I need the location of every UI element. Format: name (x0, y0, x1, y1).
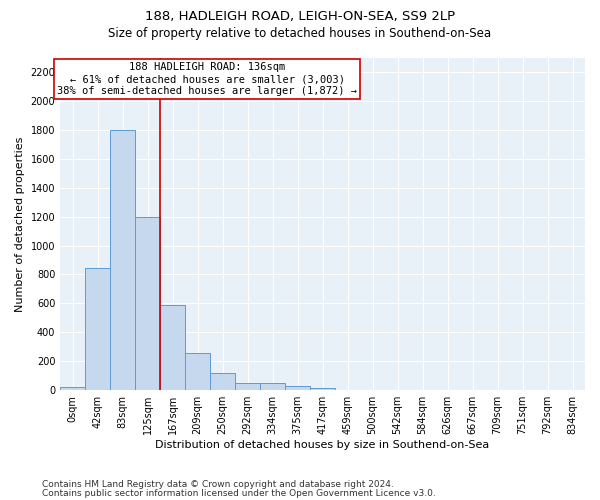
X-axis label: Distribution of detached houses by size in Southend-on-Sea: Distribution of detached houses by size … (155, 440, 490, 450)
Bar (260, 384, 285, 390)
Bar (285, 386, 310, 390)
Bar (310, 388, 335, 390)
Bar (135, 216, 160, 390)
Bar (210, 373, 235, 390)
Text: 188 HADLEIGH ROAD: 136sqm
← 61% of detached houses are smaller (3,003)
38% of se: 188 HADLEIGH ROAD: 136sqm ← 61% of detac… (57, 62, 357, 96)
Bar (235, 384, 260, 390)
Bar (160, 305, 185, 390)
Text: Size of property relative to detached houses in Southend-on-Sea: Size of property relative to detached ho… (109, 28, 491, 40)
Y-axis label: Number of detached properties: Number of detached properties (15, 136, 25, 312)
Bar (110, 130, 135, 390)
Text: Contains public sector information licensed under the Open Government Licence v3: Contains public sector information licen… (42, 488, 436, 498)
Bar (60, 386, 85, 390)
Bar (85, 268, 110, 390)
Bar (185, 354, 210, 390)
Text: Contains HM Land Registry data © Crown copyright and database right 2024.: Contains HM Land Registry data © Crown c… (42, 480, 394, 489)
Text: 188, HADLEIGH ROAD, LEIGH-ON-SEA, SS9 2LP: 188, HADLEIGH ROAD, LEIGH-ON-SEA, SS9 2L… (145, 10, 455, 23)
